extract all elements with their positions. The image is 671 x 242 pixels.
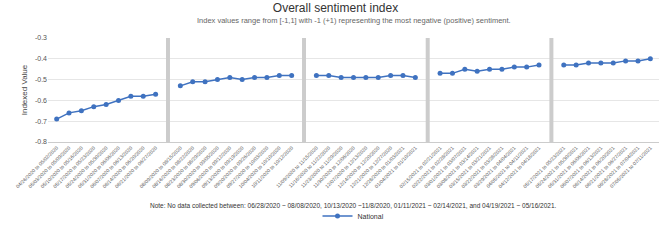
svg-text:03/22/2021 to 03/28/2021: 03/22/2021 to 03/28/2021 [460,145,505,190]
svg-text:09/27/2020 to 10/03/2020: 09/27/2020 to 10/03/2020 [225,145,270,190]
svg-text:02/22/2021 to 02/28/2021: 02/22/2021 to 02/28/2021 [410,145,455,190]
svg-text:08/30/2020 to 09/05/2020: 08/30/2020 to 09/05/2020 [175,145,220,190]
svg-text:02/15/2021 to 02/21/2021: 02/15/2021 to 02/21/2021 [398,145,443,190]
svg-text:12/07/2020 to 12/13/2020: 12/07/2020 to 12/13/2020 [324,145,369,190]
svg-text:03/01/2021 to 03/07/2021: 03/01/2021 to 03/07/2021 [423,145,468,190]
svg-text:Note: No data collected betwee: Note: No data collected between: 06/28/2… [150,202,557,209]
svg-text:06/14/2020 to 06/20/2020: 06/14/2020 to 06/20/2020 [101,145,146,190]
svg-text:06/07/2020 to 06/13/2020: 06/07/2020 to 06/13/2020 [89,145,134,190]
svg-text:11/16/2020 to 11/22/2020: 11/16/2020 to 11/22/2020 [287,145,331,189]
svg-text:04/05/2021 to 04/11/2021: 04/05/2021 to 04/11/2021 [485,145,529,189]
svg-text:05/03/2020 to 05/09/2020: 05/03/2020 to 05/09/2020 [27,145,72,190]
svg-text:09/06/2020 to 09/12/2020: 09/06/2020 to 09/12/2020 [188,145,233,190]
svg-text:05/10/2020 to 05/16/2020: 05/10/2020 to 05/16/2020 [39,145,84,190]
svg-text:11/30/2020 to 12/06/2020: 11/30/2020 to 12/06/2020 [312,145,356,189]
svg-text:05/31/2021 to 06/06/2021: 05/31/2021 to 06/06/2021 [546,145,591,190]
svg-text:01/04/2021 to 01/10/2021: 01/04/2021 to 01/10/2021 [373,145,418,190]
svg-text:05/17/2020 to 05/23/2020: 05/17/2020 to 05/23/2020 [52,145,97,190]
svg-text:Index values range from [-1,1]: Index values range from [-1,1] with -1 (… [197,16,511,25]
svg-text:10/04/2020 to 10/10/2020: 10/04/2020 to 10/10/2020 [237,145,282,190]
svg-text:12/14/2020 to 12/20/2020: 12/14/2020 to 12/20/2020 [336,145,381,190]
svg-text:08/09/2020 to 08/15/2020: 08/09/2020 to 08/15/2020 [138,145,183,190]
svg-text:04/26/2020 to 05/02/2020: 04/26/2020 to 05/02/2020 [15,145,60,190]
svg-text:03/15/2021 to 03/21/2021: 03/15/2021 to 03/21/2021 [447,145,492,190]
svg-text:04/12/2021 to 04/18/2021: 04/12/2021 to 04/18/2021 [497,145,542,190]
svg-text:11/23/2020 to 11/29/2020: 11/23/2020 to 11/29/2020 [300,145,344,189]
svg-text:Overall sentiment index: Overall sentiment index [273,1,398,15]
svg-text:06/14/2021 to 06/20/2021: 06/14/2021 to 06/20/2021 [571,145,616,190]
svg-text:09/20/2020 to 09/26/2020: 09/20/2020 to 09/26/2020 [212,145,257,190]
svg-text:-0.6: -0.6 [35,97,47,104]
svg-text:-0.3: -0.3 [35,34,47,41]
svg-text:03/29/2021 to 04/04/2021: 03/29/2021 to 04/04/2021 [472,145,517,190]
svg-text:05/24/2021 to 05/30/2021: 05/24/2021 to 05/30/2021 [534,145,579,190]
svg-text:-0.5: -0.5 [35,76,47,83]
svg-text:07/05/2021 to 07/11/2021: 07/05/2021 to 07/11/2021 [609,145,653,189]
svg-text:05/31/2020 to 06/06/2020: 05/31/2020 to 06/06/2020 [76,145,121,190]
svg-text:03/08/2021 to 03/14/2021: 03/08/2021 to 03/14/2021 [435,145,480,190]
svg-text:06/07/2021 to 06/13/2021: 06/07/2021 to 06/13/2021 [559,145,604,190]
svg-text:Indexed Value: Indexed Value [20,64,29,115]
svg-text:-0.8: -0.8 [35,138,47,145]
svg-text:12/21/2020 to 12/27/2020: 12/21/2020 to 12/27/2020 [349,145,394,190]
svg-text:05/24/2020 to 05/30/2020: 05/24/2020 to 05/30/2020 [64,145,109,190]
svg-text:06/21/2021 to 06/27/2021: 06/21/2021 to 06/27/2021 [584,145,629,190]
svg-text:05/17/2021 to 05/23/2021: 05/17/2021 to 05/23/2021 [522,145,567,190]
svg-text:08/23/2020 to 08/29/2020: 08/23/2020 to 08/29/2020 [163,145,208,190]
svg-text:11/09/2020 to 11/15/2020: 11/09/2020 to 11/15/2020 [275,145,319,189]
svg-text:12/28/2020 to 01/03/2021: 12/28/2020 to 01/03/2021 [361,145,406,190]
svg-text:08/16/2020 to 08/22/2020: 08/16/2020 to 08/22/2020 [151,145,196,190]
svg-text:-0.4: -0.4 [35,55,47,62]
svg-text:-0.7: -0.7 [35,118,47,125]
svg-text:06/28/2021 to 07/04/2021: 06/28/2021 to 07/04/2021 [596,145,641,190]
svg-text:09/13/2020 to 09/19/2020: 09/13/2020 to 09/19/2020 [200,145,245,190]
svg-text:10/11/2020 to 10/12/2020: 10/11/2020 to 10/12/2020 [250,145,294,189]
svg-text:06/21/2020 to 06/27/2020: 06/21/2020 to 06/27/2020 [114,145,159,190]
svg-text:National: National [358,213,384,220]
